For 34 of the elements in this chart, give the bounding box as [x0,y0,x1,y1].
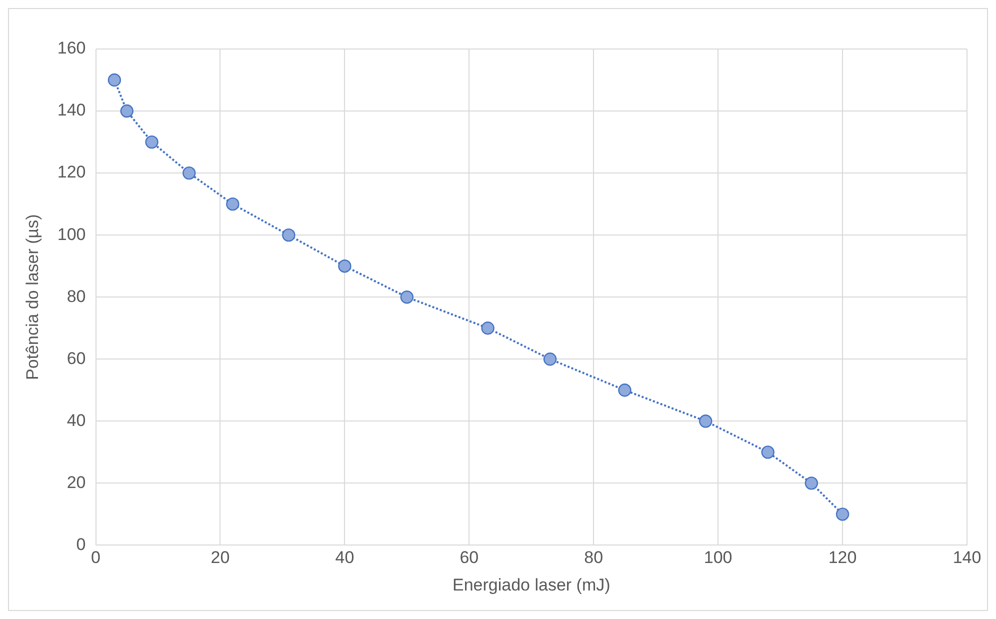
x-tick-label: 140 [952,548,982,568]
point [400,290,414,304]
point [108,73,122,87]
y-tick-label: 40 [66,410,86,430]
point [618,384,632,397]
point [226,197,240,211]
point [543,352,557,366]
x-tick-label: 80 [584,548,604,568]
x-tick-label: 100 [704,548,732,568]
point [761,446,774,459]
point [804,476,818,490]
point [836,508,850,521]
x-tick-label: 60 [460,548,479,568]
point [145,135,158,149]
y-tick-label: 60 [66,348,86,368]
y-tick-label: 0 [76,534,86,554]
y-tick-label: 20 [66,472,86,492]
y-tick-label: 160 [57,38,86,58]
y-tick-label: 120 [57,162,86,182]
x-tick-label: 40 [335,548,354,568]
x-axis-title: Energiado laser (mJ) [452,575,610,594]
x-tick-label: 120 [828,548,857,568]
y-tick-label: 100 [57,224,86,244]
x-tick-label: 20 [210,548,230,568]
point [481,322,494,335]
point [699,414,712,428]
point [338,259,352,273]
x-tick-label: 0 [91,548,100,568]
point [282,228,296,242]
y-tick-label: 80 [66,286,86,306]
point [182,166,196,180]
y-tick-label: 140 [57,100,86,120]
point [120,104,134,118]
y-axis-title: Potência do laser (µs) [22,214,42,380]
